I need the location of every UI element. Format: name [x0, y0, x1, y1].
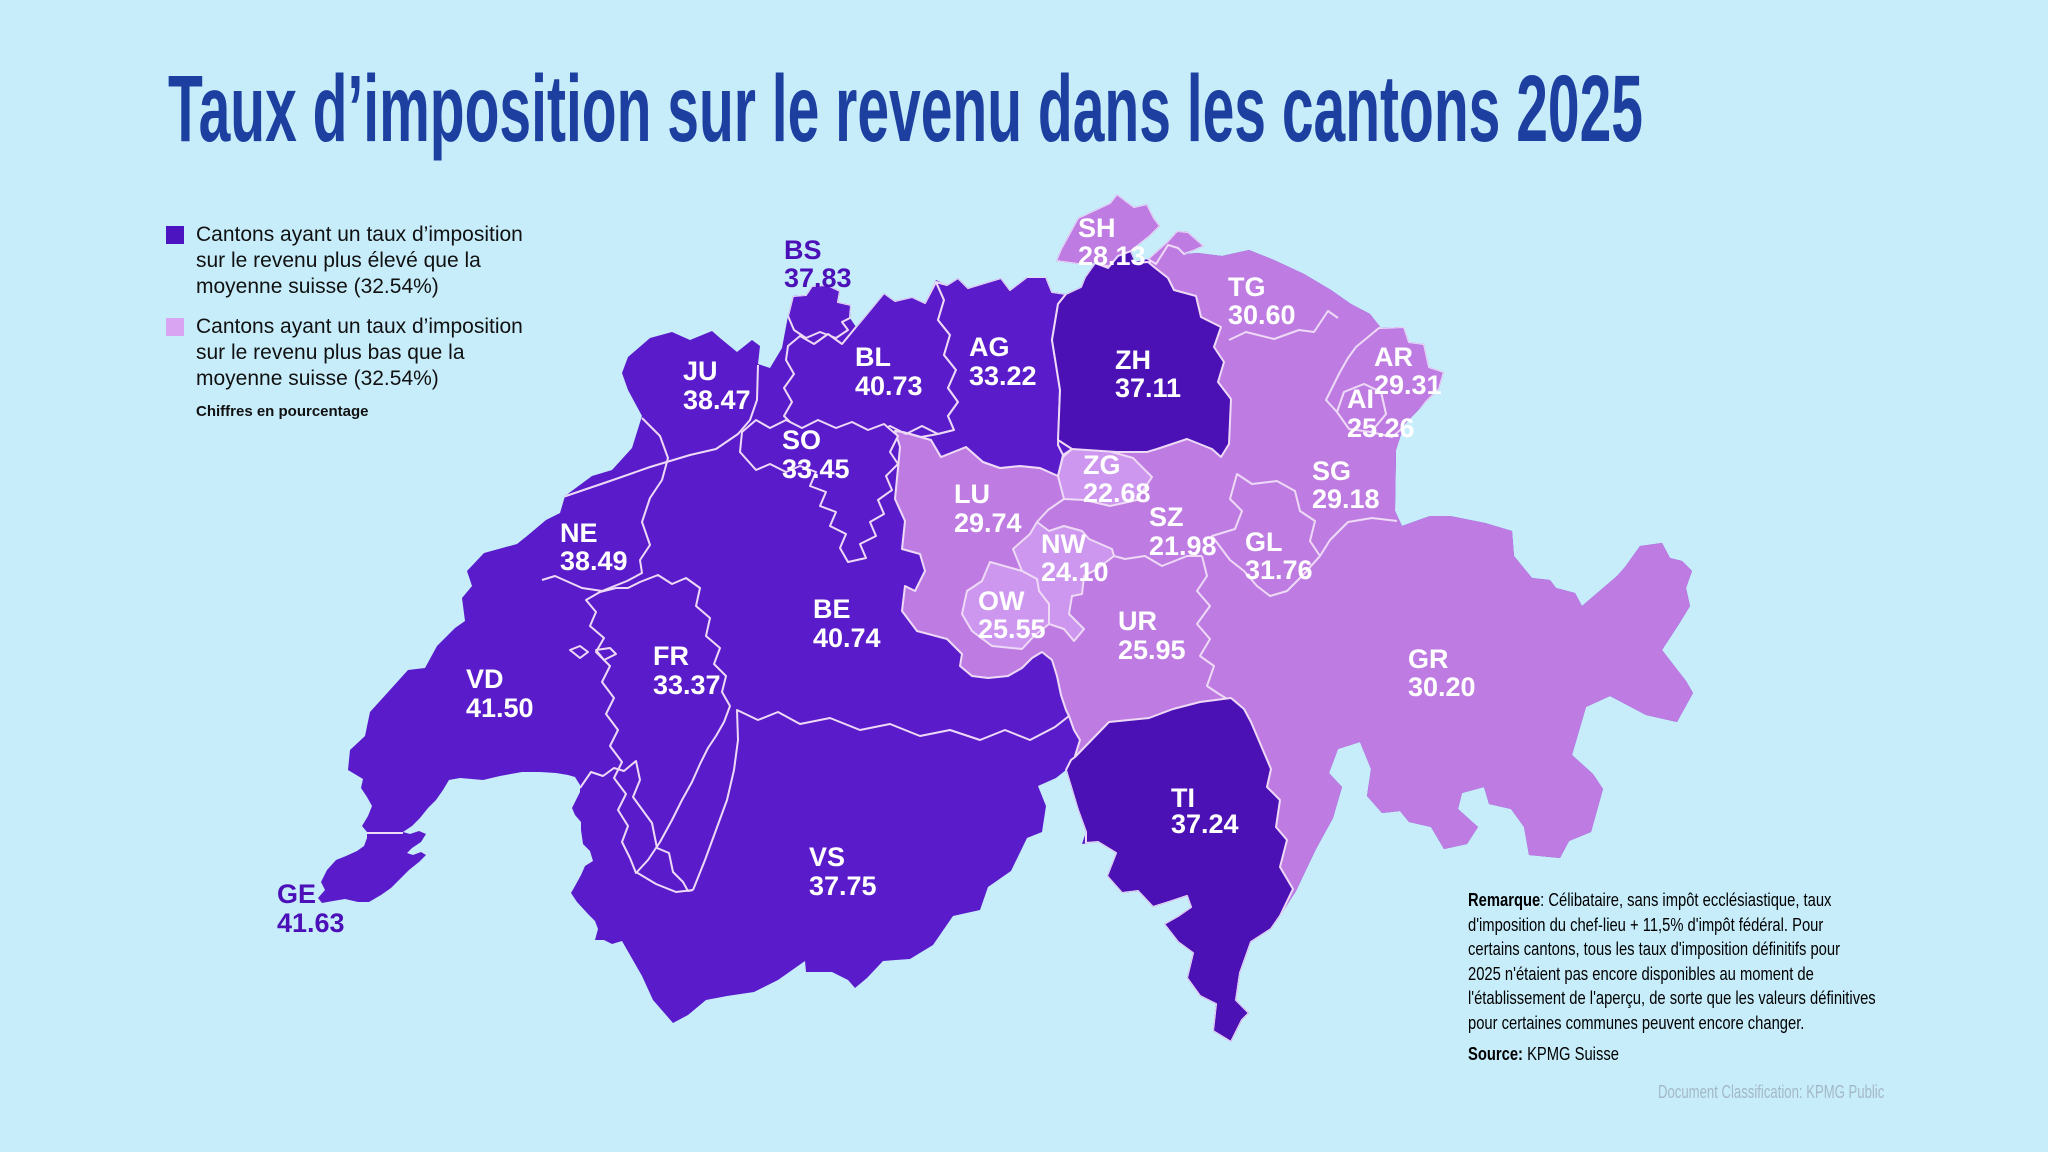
svg-text:SH: SH: [1078, 213, 1116, 243]
svg-text:ZG: ZG: [1083, 450, 1121, 480]
svg-text:SG: SG: [1312, 456, 1351, 486]
svg-text:OW: OW: [978, 586, 1025, 616]
svg-text:29.18: 29.18: [1312, 484, 1380, 514]
svg-text:SO: SO: [782, 425, 821, 455]
svg-text:40.73: 40.73: [855, 371, 923, 401]
svg-text:TG: TG: [1228, 272, 1266, 302]
svg-text:29.31: 29.31: [1374, 370, 1442, 400]
svg-text:Taux d’imposition sur le reven: Taux d’imposition sur le revenu dans les…: [168, 56, 1643, 162]
svg-text:NW: NW: [1041, 529, 1086, 559]
svg-text:38.49: 38.49: [560, 546, 628, 576]
svg-text:37.24: 37.24: [1171, 809, 1239, 839]
svg-text:BE: BE: [813, 594, 851, 624]
svg-text:SZ: SZ: [1149, 502, 1184, 532]
svg-text:AI: AI: [1347, 384, 1374, 414]
svg-text:38.47: 38.47: [683, 385, 751, 415]
svg-text:GE: GE: [277, 879, 316, 909]
svg-text:37.11: 37.11: [1115, 373, 1181, 403]
svg-text:UR: UR: [1118, 606, 1157, 636]
svg-text:37.83: 37.83: [784, 263, 852, 293]
svg-text:30.20: 30.20: [1408, 672, 1476, 702]
svg-text:TI: TI: [1171, 783, 1195, 813]
svg-text:30.60: 30.60: [1228, 300, 1296, 330]
svg-text:40.74: 40.74: [813, 623, 881, 653]
svg-text:NE: NE: [560, 518, 598, 548]
svg-text:28.13: 28.13: [1078, 241, 1146, 271]
svg-text:25.26: 25.26: [1347, 413, 1415, 443]
svg-text:AR: AR: [1374, 342, 1413, 372]
svg-text:GL: GL: [1245, 527, 1283, 557]
svg-text:33.45: 33.45: [782, 454, 850, 484]
svg-text:21.98: 21.98: [1149, 531, 1217, 561]
svg-text:AG: AG: [969, 332, 1010, 362]
svg-text:GR: GR: [1408, 644, 1449, 674]
svg-text:41.63: 41.63: [277, 908, 345, 938]
svg-text:FR: FR: [653, 641, 689, 671]
svg-text:VD: VD: [466, 664, 504, 694]
svg-text:37.75: 37.75: [809, 871, 877, 901]
svg-text:LU: LU: [954, 479, 990, 509]
svg-text:41.50: 41.50: [466, 693, 534, 723]
svg-text:25.55: 25.55: [978, 614, 1046, 644]
svg-text:ZH: ZH: [1115, 345, 1151, 375]
svg-text:BL: BL: [855, 342, 891, 372]
svg-text:29.74: 29.74: [954, 508, 1022, 538]
svg-text:VS: VS: [809, 842, 845, 872]
svg-text:31.76: 31.76: [1245, 555, 1313, 585]
svg-text:33.22: 33.22: [969, 361, 1037, 391]
svg-text:24.10: 24.10: [1041, 557, 1109, 587]
svg-text:22.68: 22.68: [1083, 478, 1151, 508]
svg-text:25.95: 25.95: [1118, 635, 1186, 665]
svg-text:33.37: 33.37: [653, 670, 721, 700]
svg-text:BS: BS: [784, 235, 822, 265]
svg-text:JU: JU: [683, 356, 718, 386]
